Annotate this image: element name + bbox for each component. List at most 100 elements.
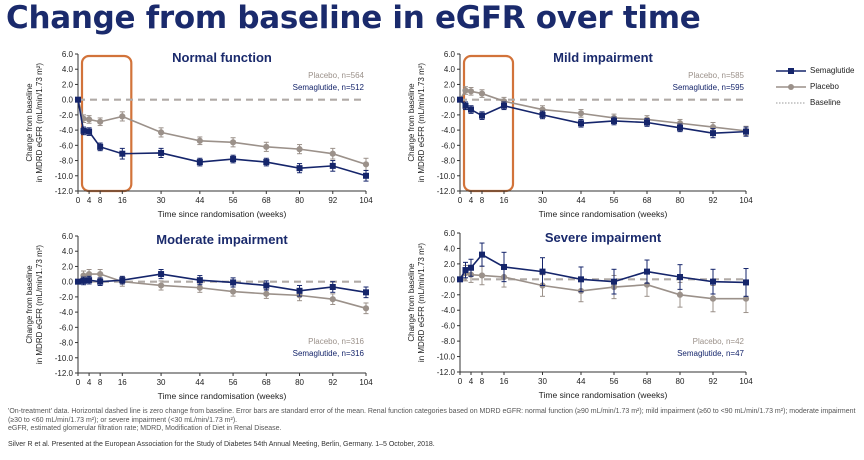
semaglutide-point	[578, 120, 584, 127]
semaglutide-point	[539, 268, 546, 275]
footnote-line-1: 'On-treatment' data. Horizontal dashed l…	[8, 408, 856, 424]
y-tick-label: -8.0	[59, 339, 73, 348]
legend-label-baseline: Baseline	[810, 98, 841, 107]
placebo-point	[97, 270, 104, 278]
semaglutide-point	[462, 267, 469, 274]
y-tick-label: -2.0	[441, 291, 455, 300]
y-axis-label: Change from baselinein MDRD eGFR (mL/min…	[25, 245, 44, 364]
x-tick-label: 30	[538, 377, 547, 386]
x-tick-label: 0	[458, 377, 463, 386]
placebo-point	[362, 161, 370, 168]
semaglutide-point	[363, 172, 369, 179]
placebo-point	[157, 282, 165, 289]
x-tick-label: 44	[577, 196, 586, 205]
y-tick-label: -2.0	[59, 293, 73, 302]
footnote-line-2: eGFR, estimated glomerular filtration ra…	[8, 425, 282, 433]
semaglutide-point	[75, 96, 81, 103]
x-tick-label: 92	[328, 196, 337, 205]
x-tick-label: 8	[480, 196, 485, 205]
panel-title: Normal function	[172, 50, 272, 65]
y-tick-label: 0.0	[62, 96, 74, 105]
citation: Silver R et al. Presented at the Europea…	[8, 441, 435, 448]
x-tick-label: 8	[98, 196, 103, 205]
y-tick-label: 6.0	[62, 50, 74, 59]
y-tick-label: 0.0	[62, 278, 74, 287]
semaglutide-point	[457, 276, 463, 283]
y-tick-label: -10.0	[55, 354, 74, 363]
x-tick-label: 44	[195, 196, 204, 205]
semaglutide-point	[296, 165, 303, 172]
placebo-point	[119, 113, 126, 120]
placebo-point	[362, 305, 370, 312]
x-tick-label: 56	[610, 196, 619, 205]
y-tick-label: 4.0	[62, 247, 74, 256]
semaglutide-point	[263, 282, 270, 289]
semaglutide-point	[578, 276, 584, 283]
footnote: 'On-treatment' data. Horizontal dashed l…	[8, 408, 858, 434]
placebo-point	[478, 272, 486, 279]
semaglutide-point	[677, 124, 683, 131]
semaglutide-point	[363, 289, 369, 296]
semaglutide-point	[743, 128, 749, 135]
placebo-point	[85, 270, 93, 278]
x-tick-label: 80	[295, 378, 304, 387]
semaglutide-point	[501, 102, 507, 109]
x-tick-label: 30	[157, 378, 166, 387]
semaglutide-point	[296, 287, 303, 294]
x-axis-label: Time since randomisation (weeks)	[158, 391, 287, 401]
legend-label-placebo: Placebo	[810, 82, 839, 91]
y-tick-label: 0.0	[444, 275, 456, 284]
y-tick-label: -4.0	[441, 126, 455, 135]
x-tick-label: 4	[469, 377, 474, 386]
placebo-point	[196, 284, 203, 291]
semaglutide-point	[86, 277, 93, 284]
placebo-point	[329, 296, 336, 303]
semaglutide-point	[539, 111, 546, 118]
y-tick-label: 6.0	[62, 232, 74, 241]
y-tick-label: -8.0	[59, 157, 73, 166]
n-label-semaglutide: Semaglutide, n=47	[677, 349, 744, 358]
y-tick-label: 4.0	[62, 65, 74, 74]
x-tick-label: 80	[295, 196, 304, 205]
semaglutide-point	[468, 264, 474, 271]
y-tick-label: 2.0	[62, 262, 74, 271]
x-tick-label: 30	[538, 196, 547, 205]
placebo-point	[263, 143, 270, 150]
y-tick-label: 6.0	[444, 50, 456, 59]
y-tick-label: -2.0	[441, 111, 455, 120]
y-tick-label: -6.0	[441, 141, 455, 150]
placebo-point	[500, 98, 508, 105]
x-tick-label: 68	[262, 196, 271, 205]
y-tick-label: 2.0	[62, 80, 74, 89]
y-tick-label: 0.0	[444, 96, 456, 105]
placebo-point	[196, 137, 203, 144]
semaglutide-point	[468, 106, 474, 113]
x-tick-label: 56	[610, 377, 619, 386]
legend: Semaglutide Placebo Baseline	[776, 64, 862, 124]
semaglutide-point	[119, 150, 126, 157]
x-tick-label: 68	[262, 378, 271, 387]
x-tick-label: 104	[359, 196, 373, 205]
x-tick-label: 80	[676, 196, 685, 205]
y-tick-label: 6.0	[444, 229, 456, 238]
x-tick-label: 4	[469, 196, 474, 205]
n-label-semaglutide: Semaglutide, n=316	[293, 349, 365, 358]
x-axis-label: Time since randomisation (weeks)	[539, 390, 668, 400]
y-axis-label: Change from baselinein MDRD eGFR (mL/min…	[407, 63, 426, 182]
y-tick-label: -12.0	[55, 187, 74, 196]
x-axis-label: Time since randomisation (weeks)	[539, 209, 668, 219]
semaglutide-point	[263, 159, 270, 166]
semaglutide-point	[743, 279, 749, 286]
x-tick-label: 44	[577, 377, 586, 386]
panel-title: Mild impairment	[553, 50, 653, 65]
x-tick-label: 104	[359, 378, 373, 387]
y-axis-label: Change from baselinein MDRD eGFR (mL/min…	[25, 63, 44, 182]
semaglutide-point	[457, 96, 463, 103]
semaglutide-point	[677, 274, 683, 281]
y-tick-label: -6.0	[59, 141, 73, 150]
x-tick-label: 104	[739, 196, 753, 205]
placebo-point	[329, 150, 336, 157]
semaglutide-point	[196, 277, 203, 284]
